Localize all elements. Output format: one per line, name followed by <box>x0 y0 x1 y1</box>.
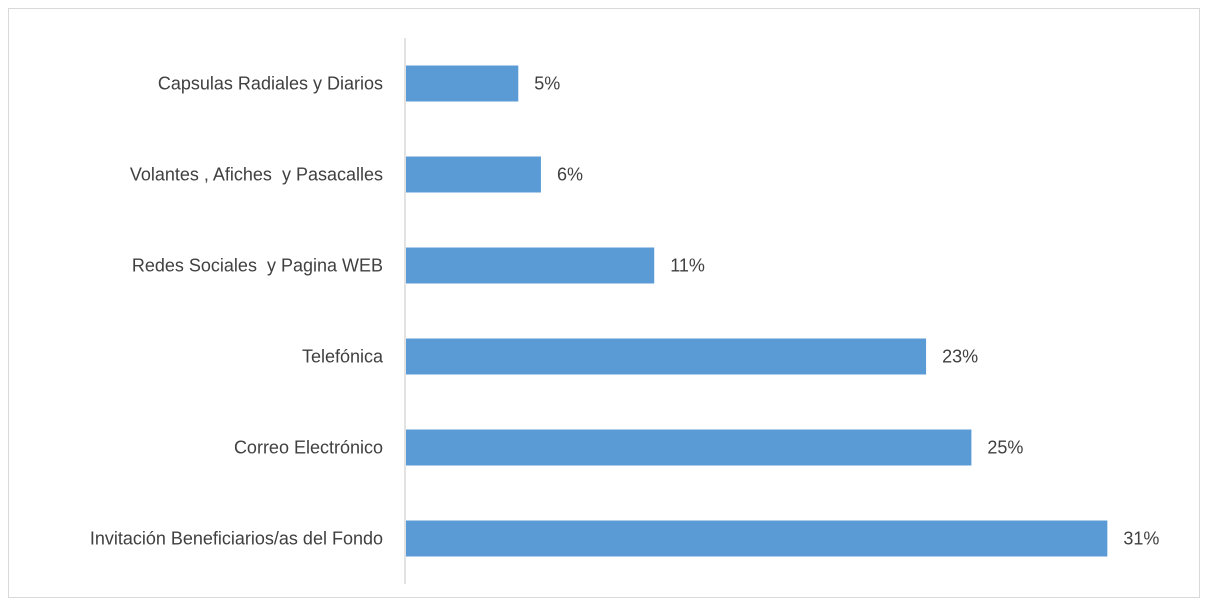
category-label-5: Invitación Beneficiarios/as del Fondo <box>90 529 383 549</box>
category-label-3: Telefónica <box>302 347 384 367</box>
bar-0 <box>406 65 519 102</box>
category-label-1: Volantes , Afiches y Pasacalles <box>130 165 383 185</box>
value-label-5: 31% <box>1123 529 1159 549</box>
value-label-4: 25% <box>987 438 1023 458</box>
bar-5 <box>406 520 1108 557</box>
category-label-4: Correo Electrónico <box>234 438 383 458</box>
bar-4 <box>406 429 972 466</box>
labels-layer: Capsulas Radiales y Diarios 5% Volantes , … <box>90 74 1160 549</box>
bar-3 <box>406 338 927 375</box>
bar-1 <box>406 156 541 193</box>
value-label-0: 5% <box>534 74 560 94</box>
bar-2 <box>406 247 655 284</box>
chart-frame <box>8 8 1200 598</box>
value-label-3: 23% <box>942 347 978 367</box>
value-label-1: 6% <box>557 165 583 185</box>
category-label-2: Redes Sociales y Pagina WEB <box>132 256 383 276</box>
value-label-2: 11% <box>670 256 705 276</box>
bars-layer <box>406 65 1108 557</box>
category-label-0: Capsulas Radiales y Diarios <box>158 74 383 94</box>
